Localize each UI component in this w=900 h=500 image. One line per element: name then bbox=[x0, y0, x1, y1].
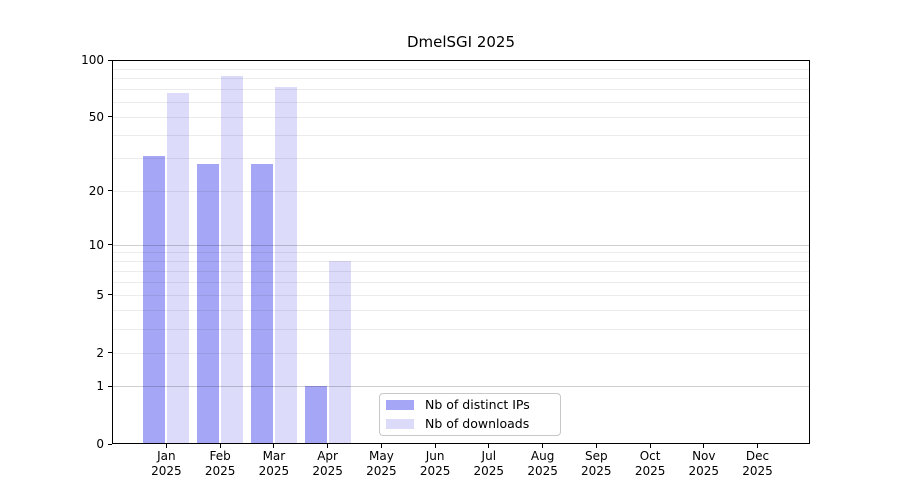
gridline-minor bbox=[113, 89, 809, 91]
gridline-minor bbox=[113, 271, 809, 272]
bar-downloads-apr bbox=[328, 261, 351, 444]
y-tick-label: 20 bbox=[88, 183, 104, 198]
bar-distinct-ips-feb bbox=[197, 163, 220, 444]
y-tick-label: 1 bbox=[96, 379, 104, 394]
x-tick-label-sep: Sep 2025 bbox=[581, 449, 612, 478]
gridline-minor bbox=[113, 352, 809, 354]
x-tick-mark bbox=[219, 444, 221, 448]
x-tick-label-apr: Apr 2025 bbox=[312, 449, 343, 478]
x-tick-label-dec: Dec 2025 bbox=[742, 449, 773, 478]
x-tick-label-jun: Jun 2025 bbox=[419, 449, 451, 478]
y-tick-label: 2 bbox=[96, 345, 104, 360]
y-tick-mark bbox=[108, 116, 112, 118]
x-tick-label-feb: Feb 2025 bbox=[204, 449, 236, 478]
plot-area bbox=[112, 60, 810, 444]
bar-downloads-feb bbox=[221, 76, 244, 444]
x-tick-mark bbox=[165, 444, 167, 448]
bar-downloads-jan bbox=[167, 92, 190, 444]
y-tick-label: 0 bbox=[96, 437, 104, 451]
x-tick-label-nov: Nov 2025 bbox=[688, 449, 720, 478]
bar-distinct-ips-jan bbox=[143, 155, 166, 444]
y-tick-mark bbox=[108, 294, 112, 296]
y-tick-label: 50 bbox=[88, 109, 104, 124]
legend-item-distinct-ips: Nb of distinct IPs bbox=[386, 396, 554, 414]
x-tick-mark bbox=[649, 444, 651, 448]
y-tick-mark bbox=[108, 190, 112, 192]
gridline-minor bbox=[113, 116, 809, 118]
x-tick-mark bbox=[757, 444, 758, 448]
gridline-minor bbox=[113, 135, 809, 136]
x-tick-mark bbox=[595, 444, 597, 448]
x-tick-label-jan: Jan 2025 bbox=[151, 449, 182, 478]
y-tick-label: 100 bbox=[81, 53, 104, 67]
gridline-minor bbox=[113, 328, 809, 330]
legend-swatch-downloads bbox=[386, 418, 414, 429]
x-tick-label-aug: Aug 2025 bbox=[527, 449, 558, 478]
legend-item-downloads: Nb of downloads bbox=[386, 415, 554, 433]
x-tick-label-mar: Mar 2025 bbox=[258, 449, 290, 478]
legend: Nb of distinct IPs Nb of downloads bbox=[379, 393, 561, 436]
chart-title: DmelSGI 2025 bbox=[406, 33, 516, 51]
x-tick-mark bbox=[380, 444, 382, 448]
x-tick-mark bbox=[703, 444, 705, 448]
gridline-minor bbox=[113, 78, 809, 80]
gridline-minor bbox=[113, 190, 809, 192]
y-tick-label: 5 bbox=[96, 287, 104, 302]
gridline-minor bbox=[113, 158, 809, 160]
bar-downloads-mar bbox=[274, 87, 297, 444]
y-tick-mark bbox=[108, 244, 112, 245]
gridline-minor bbox=[113, 261, 809, 263]
y-tick-label: 10 bbox=[88, 237, 104, 252]
x-tick-mark bbox=[488, 444, 490, 448]
y-tick-mark bbox=[108, 59, 112, 61]
y-tick-mark bbox=[108, 443, 112, 445]
legend-label-downloads: Nb of downloads bbox=[425, 415, 530, 431]
x-tick-mark bbox=[542, 444, 544, 448]
legend-swatch-distinct-ips bbox=[386, 400, 414, 411]
x-tick-mark bbox=[327, 444, 329, 448]
x-tick-label-may: May 2025 bbox=[366, 449, 397, 478]
legend-label-distinct-ips: Nb of distinct IPs bbox=[425, 397, 530, 413]
x-tick-mark bbox=[434, 444, 436, 448]
y-tick-mark bbox=[108, 385, 112, 387]
y-tick-mark bbox=[108, 352, 112, 354]
bar-distinct-ips-mar bbox=[250, 163, 273, 444]
x-tick-label-jul: Jul 2025 bbox=[473, 449, 505, 478]
gridline-minor bbox=[113, 294, 809, 296]
gridline-major bbox=[113, 386, 809, 388]
gridline-minor bbox=[113, 282, 809, 284]
x-tick-label-oct: Oct 2025 bbox=[634, 449, 666, 478]
gridline-minor bbox=[113, 102, 809, 103]
gridline-minor bbox=[113, 252, 809, 254]
gridline-minor bbox=[113, 68, 809, 70]
x-tick-mark bbox=[273, 444, 275, 448]
gridline-minor bbox=[113, 310, 809, 312]
bar-distinct-ips-apr bbox=[304, 386, 327, 444]
gridline-major bbox=[113, 244, 809, 246]
